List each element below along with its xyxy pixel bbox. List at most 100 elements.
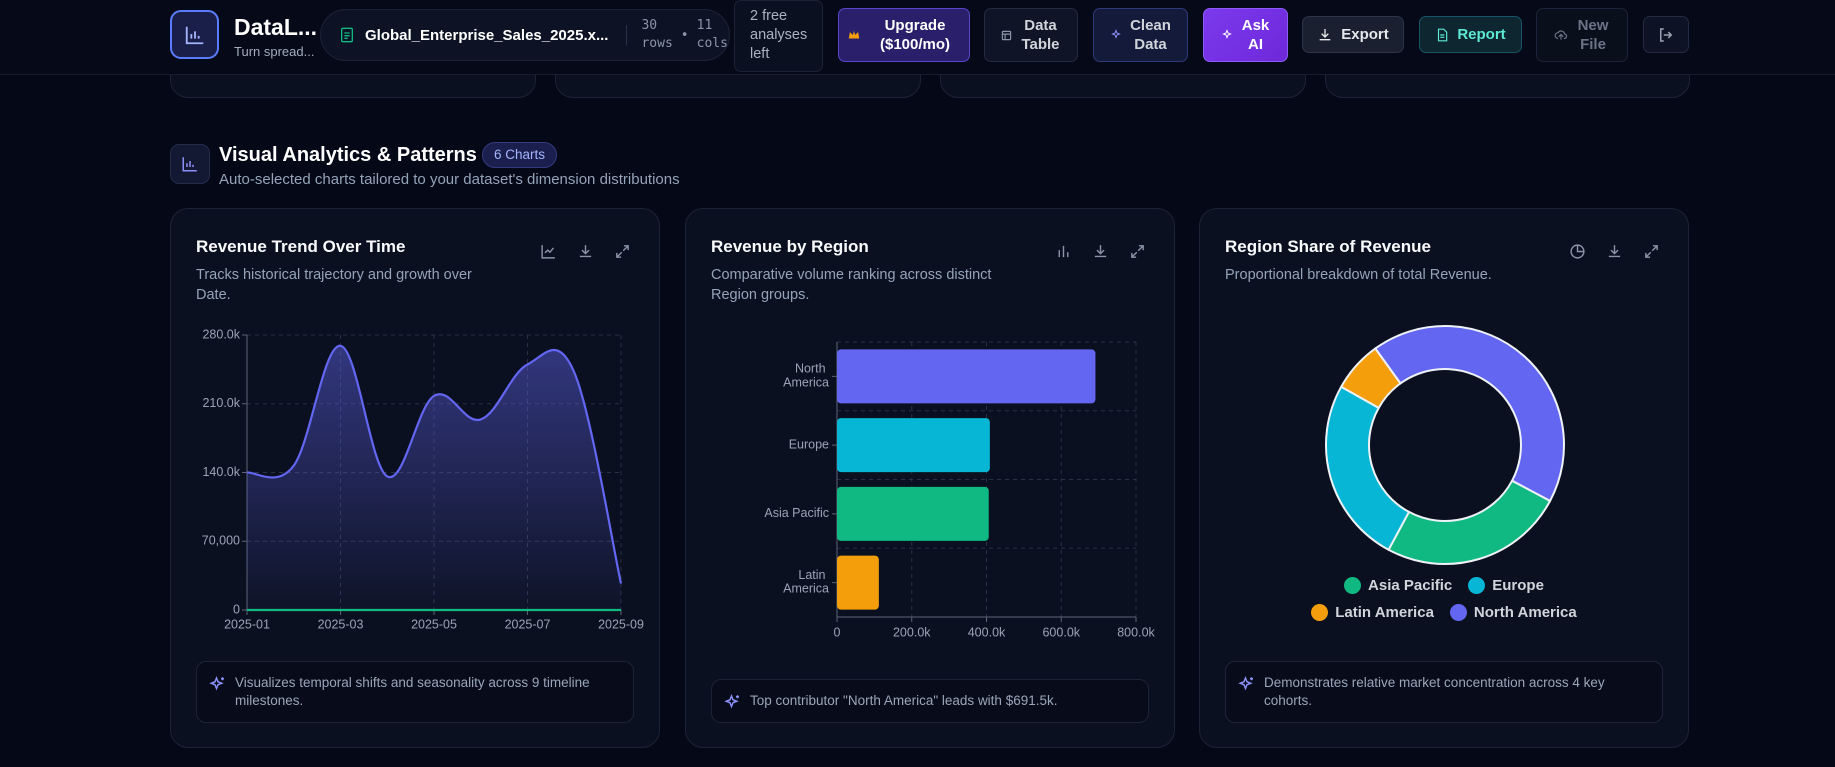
chart-note: Demonstrates relative market concentrati…: [1225, 661, 1663, 723]
note-text: Top contributor "North America" leads wi…: [750, 693, 1058, 708]
legend-item[interactable]: Asia Pacific: [1344, 577, 1452, 594]
chart-card: Revenue Trend Over Time Tracks historica…: [170, 208, 660, 748]
card-actions: [1055, 243, 1146, 260]
x-tick-label: 2025-05: [411, 617, 457, 631]
x-tick-label: 2025-07: [505, 617, 551, 631]
tagline: Turn spread...: [234, 44, 315, 59]
area: [247, 345, 621, 610]
donut-segment: [1387, 479, 1552, 565]
expand-icon[interactable]: [614, 243, 631, 260]
new-file-button[interactable]: New File: [1536, 8, 1628, 62]
donut-segment: [1325, 385, 1411, 552]
chart-subtitle: Proportional breakdown of total Revenue.: [1225, 267, 1492, 283]
expand-icon[interactable]: [1129, 243, 1146, 260]
rows-label: rows: [641, 36, 673, 51]
legend-item[interactable]: Latin America: [1311, 604, 1434, 621]
rows-count: 30: [641, 18, 658, 33]
clean-data-button[interactable]: Clean Data: [1093, 8, 1188, 62]
button-label: Export: [1341, 26, 1389, 43]
legend-swatch: [1344, 577, 1362, 594]
button-label: Report: [1457, 26, 1506, 43]
report-button[interactable]: Report: [1419, 16, 1522, 53]
button-label: Data Table: [1021, 17, 1060, 53]
button-label: Upgrade ($100/mo): [879, 17, 951, 53]
chart: 0 70,000 140.0k 210.0k 280.0k 2025-01 2025-03 2…: [202, 327, 644, 631]
export-button[interactable]: Export: [1302, 16, 1404, 53]
legend-swatch: [1468, 577, 1486, 594]
note-text: Demonstrates relative market concentrati…: [1264, 675, 1605, 708]
line: [246, 344, 623, 584]
section-subtitle: Auto-selected charts tailored to your da…: [219, 171, 680, 188]
x-tick-label: 2025-01: [224, 617, 270, 631]
logo[interactable]: [170, 10, 219, 59]
x-tick-label: 0: [834, 625, 841, 639]
y-tick-label: North America: [783, 362, 829, 390]
legend-swatch: [1311, 604, 1329, 621]
bar: [837, 486, 989, 541]
data-table-button[interactable]: Data Table: [984, 8, 1078, 62]
y-tick-label: Latin America: [783, 568, 829, 596]
file-pill: Global_Enterprise_Sales_2025.x... 30 rows…: [320, 9, 730, 61]
cols-count: 11: [696, 18, 713, 33]
chart-note: Visualizes temporal shifts and seasonali…: [196, 661, 634, 723]
section-icon: [170, 144, 210, 184]
free-analyses: 2 free analyses left: [734, 0, 823, 72]
legend-item[interactable]: North America: [1449, 604, 1577, 621]
button-label: New File: [1577, 17, 1609, 53]
chart-subtitle: Comparative volume ranking across distin…: [711, 267, 992, 303]
card-actions: [1569, 243, 1660, 260]
legend-swatch: [1449, 604, 1467, 621]
chart-type-icon[interactable]: [1055, 243, 1072, 260]
logout-button[interactable]: [1643, 16, 1689, 53]
legend: Asia Pacific Europe Latin America North Ame…: [1279, 577, 1609, 621]
y-tick-label: 0: [233, 602, 240, 616]
chart-title: Region Share of Revenue: [1225, 237, 1431, 256]
section-title: Visual Analytics & Patterns: [219, 144, 477, 166]
upgrade-button[interactable]: Upgrade ($100/mo): [838, 8, 970, 62]
chart-card: Region Share of Revenue Proportional bre…: [1199, 208, 1689, 748]
chart-title: Revenue by Region: [711, 237, 869, 256]
chart-title: Revenue Trend Over Time: [196, 237, 406, 256]
donut-segment: [1373, 325, 1565, 503]
chart-type-icon[interactable]: [540, 243, 557, 260]
download-icon[interactable]: [1606, 243, 1623, 260]
y-tick-label: Asia Pacific: [764, 506, 829, 520]
top-bar: DataL... Turn spread... Global_Enterpris…: [0, 0, 1835, 75]
x-tick-label: 2025-03: [318, 617, 364, 631]
section-badge: 6 Charts: [482, 142, 558, 168]
chart-note: Top contributor "North America" leads wi…: [711, 679, 1149, 723]
legend-item[interactable]: Europe: [1468, 577, 1544, 594]
download-icon[interactable]: [1092, 243, 1109, 260]
bar: [837, 555, 879, 610]
y-tick-label: 140.0k: [202, 465, 240, 479]
x-tick-label: 800.0k: [1117, 625, 1155, 639]
ask-ai-button[interactable]: Ask AI: [1203, 8, 1288, 62]
button-label: Ask AI: [1241, 17, 1270, 53]
y-tick-label: Europe: [789, 437, 829, 451]
chart-type-icon[interactable]: [1569, 243, 1586, 260]
legend-label: Latin America: [1335, 604, 1434, 621]
y-tick-label: 210.0k: [202, 396, 240, 410]
cols-label: cols: [696, 36, 728, 51]
card-actions: [540, 243, 631, 260]
x-tick-label: 400.0k: [968, 625, 1006, 639]
x-tick-label: 200.0k: [893, 625, 931, 639]
y-tick-label: 280.0k: [202, 327, 240, 341]
expand-icon[interactable]: [1643, 243, 1660, 260]
legend-label: North America: [1473, 604, 1577, 621]
legend-label: Europe: [1492, 577, 1544, 594]
app-name: DataL...: [234, 14, 318, 40]
chart: 0 200.0k 400.0k 600.0k 800.0k North America Eu…: [764, 341, 1156, 639]
x-tick-label: 600.0k: [1042, 625, 1080, 639]
legend-label: Asia Pacific: [1368, 577, 1453, 594]
bar: [837, 418, 990, 473]
x-tick-label: 2025-09: [598, 617, 644, 631]
download-icon[interactable]: [577, 243, 594, 260]
y-tick-label: 70,000: [202, 534, 240, 548]
chart: [1325, 325, 1565, 565]
button-label: Clean Data: [1130, 17, 1171, 53]
note-text: Visualizes temporal shifts and seasonali…: [235, 675, 590, 708]
chart-subtitle: Tracks historical trajectory and growth …: [196, 267, 472, 303]
chart-card: Revenue by Region Comparative volume ran…: [685, 208, 1175, 748]
